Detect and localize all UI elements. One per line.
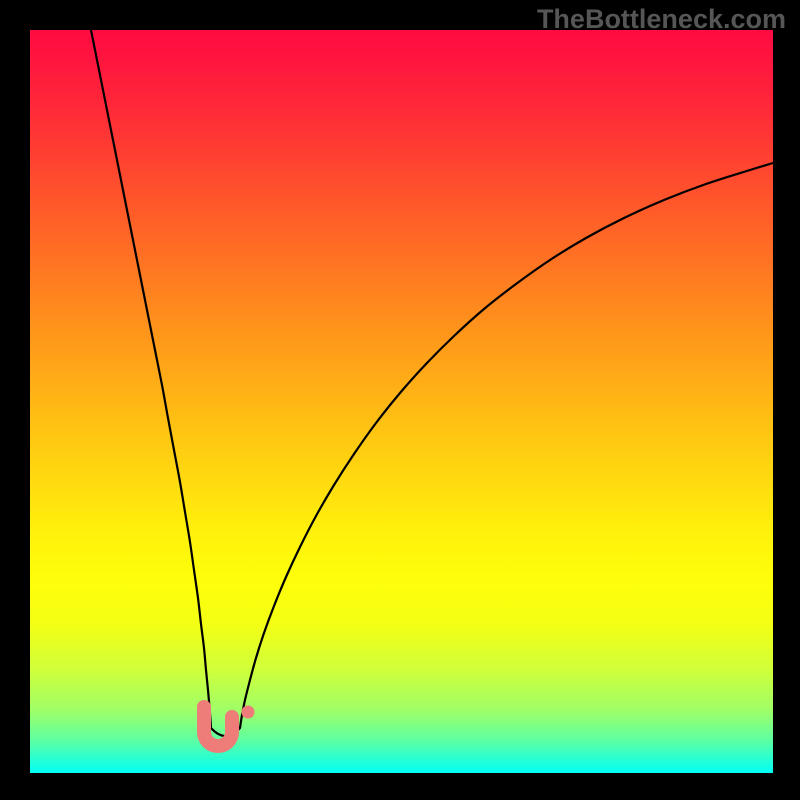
chart-frame: TheBottleneck.com — [0, 0, 800, 800]
bottleneck-curve — [30, 30, 773, 773]
plot-area — [30, 30, 773, 773]
optimum-marker-dot — [242, 706, 255, 719]
optimum-marker-u — [204, 707, 232, 746]
watermark-text: TheBottleneck.com — [537, 4, 786, 35]
bottleneck-curve-path — [91, 30, 773, 736]
